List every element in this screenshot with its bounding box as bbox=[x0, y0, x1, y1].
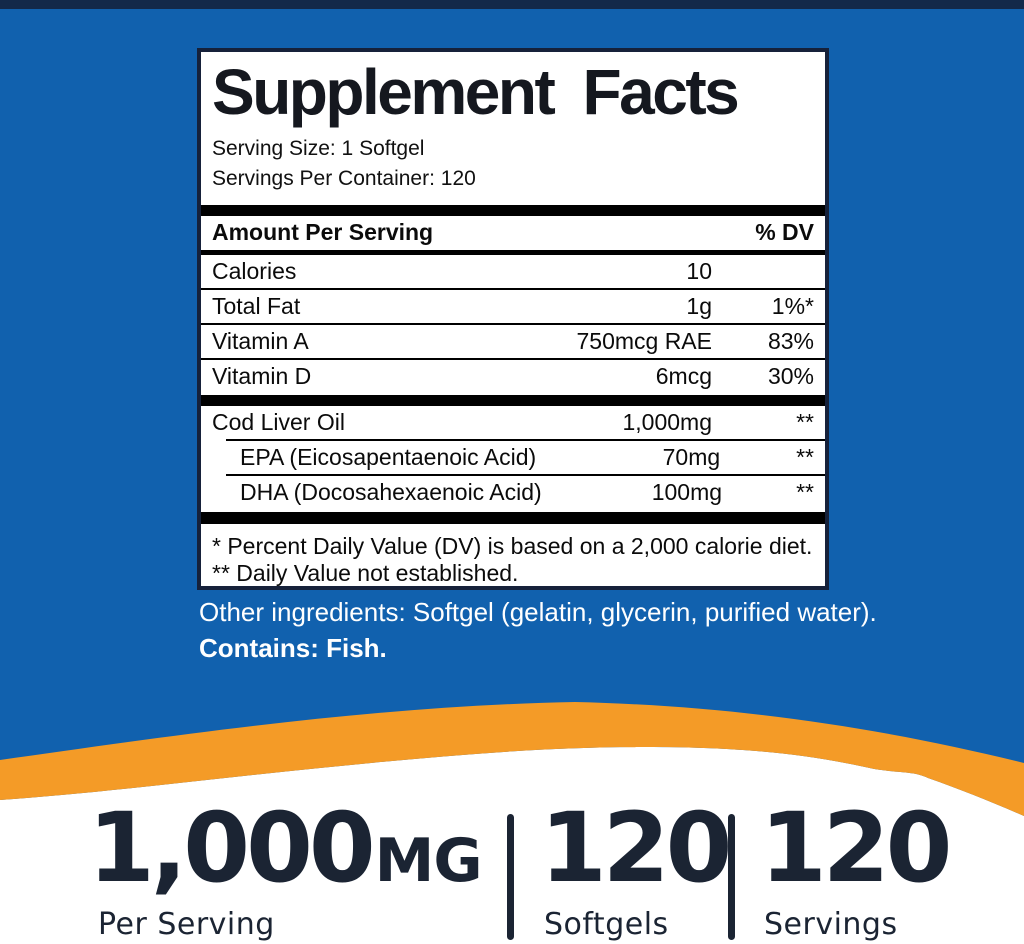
nutrient-amount: 1,000mg bbox=[622, 408, 712, 435]
nutrient-name: Cod Liver Oil bbox=[212, 408, 345, 435]
nutrient-amount: 6mcg bbox=[655, 362, 712, 389]
stat-label: Per Serving bbox=[98, 907, 275, 942]
footnotes: * Percent Daily Value (DV) is based on a… bbox=[201, 524, 825, 587]
nutrient-name: Calories bbox=[212, 257, 297, 284]
stat-softgels: 120 Softgels bbox=[540, 792, 732, 942]
row-divider-indented bbox=[226, 438, 825, 441]
stat-value: 120 bbox=[760, 792, 952, 904]
nutrient-dv: 30% bbox=[767, 362, 814, 389]
serving-size: Serving Size: 1 Softgel bbox=[212, 137, 425, 160]
nutrient-amount: 10 bbox=[686, 257, 712, 284]
percent-dv-header: % DV bbox=[755, 219, 814, 246]
nutrient-name: Vitamin D bbox=[212, 362, 312, 389]
nutrient-name: Total Fat bbox=[212, 292, 301, 319]
table-header-row: Amount Per Serving % DV bbox=[201, 216, 825, 250]
table-row: EPA (Eicosapentaenoic Acid) 70mg ** bbox=[201, 441, 825, 474]
nutrient-dv: ** bbox=[796, 443, 814, 470]
stat-value-row: 1,000 MG bbox=[88, 792, 483, 904]
thick-bar bbox=[201, 394, 825, 406]
stat-divider bbox=[728, 814, 735, 940]
nutrient-name: EPA (Eicosapentaenoic Acid) bbox=[240, 443, 537, 470]
row-divider bbox=[201, 357, 825, 360]
footnote-dv-not-established: ** Daily Value not established. bbox=[212, 559, 519, 586]
orange-wave bbox=[0, 702, 1024, 816]
top-navy-strip bbox=[0, 0, 1024, 9]
row-divider-indented bbox=[226, 473, 825, 476]
stat-per-serving: 1,000 MG Per Serving bbox=[88, 792, 483, 942]
nutrient-name: DHA (Docosahexaenoic Acid) bbox=[240, 478, 542, 505]
thick-bar bbox=[201, 511, 825, 524]
table-row: Total Fat 1g 1%* bbox=[201, 290, 825, 323]
nutrient-dv: ** bbox=[796, 478, 814, 505]
stat-value-row: 120 bbox=[760, 792, 952, 904]
thick-bar bbox=[201, 204, 825, 216]
stat-label: Servings bbox=[764, 907, 898, 942]
row-divider bbox=[201, 322, 825, 325]
nutrient-amount: 70mg bbox=[662, 443, 721, 470]
table-row: Calories 10 bbox=[201, 255, 825, 288]
table-row: Cod Liver Oil 1,000mg ** bbox=[201, 406, 825, 439]
mid-bar bbox=[201, 249, 825, 255]
nutrient-amount: 750mcg RAE bbox=[576, 327, 712, 354]
panel-title: Supplement Facts bbox=[212, 56, 740, 128]
stat-value: 1,000 bbox=[88, 792, 376, 904]
nutrient-dv: 1%* bbox=[771, 292, 814, 319]
nutrient-amount: 1g bbox=[686, 292, 712, 319]
stat-label: Softgels bbox=[544, 907, 669, 942]
stat-value: 120 bbox=[540, 792, 732, 904]
stat-divider bbox=[507, 814, 514, 940]
table-row: Vitamin A 750mcg RAE 83% bbox=[201, 325, 825, 358]
amount-per-serving-header: Amount Per Serving bbox=[212, 219, 434, 246]
nutrient-name: Vitamin A bbox=[212, 327, 309, 354]
table-row: DHA (Docosahexaenoic Acid) 100mg ** bbox=[201, 476, 825, 509]
footnote-dv-basis: * Percent Daily Value (DV) is based on a… bbox=[212, 532, 813, 559]
nutrient-dv: 83% bbox=[767, 327, 814, 354]
row-divider bbox=[201, 287, 825, 290]
stat-unit: MG bbox=[374, 826, 483, 896]
nutrient-dv: ** bbox=[796, 408, 814, 435]
servings-per-container: Servings Per Container: 120 bbox=[212, 167, 476, 191]
contains-allergen-text: Contains: Fish. bbox=[199, 633, 387, 663]
table-row: Vitamin D 6mcg 30% bbox=[201, 360, 825, 393]
stat-value-row: 120 bbox=[540, 792, 732, 904]
stats-strip: 1,000 MG Per Serving 120 Softgels 120 Se… bbox=[0, 788, 1024, 944]
stat-servings: 120 Servings bbox=[760, 792, 952, 942]
supplement-facts-panel: Supplement Facts Serving Size: 1 Softgel… bbox=[197, 48, 829, 590]
nutrient-amount: 100mg bbox=[651, 478, 723, 505]
serving-info: Serving Size: 1 Softgel Servings Per Con… bbox=[212, 134, 814, 195]
other-ingredients-text: Other ingredients: Softgel (gelatin, gly… bbox=[199, 597, 877, 627]
